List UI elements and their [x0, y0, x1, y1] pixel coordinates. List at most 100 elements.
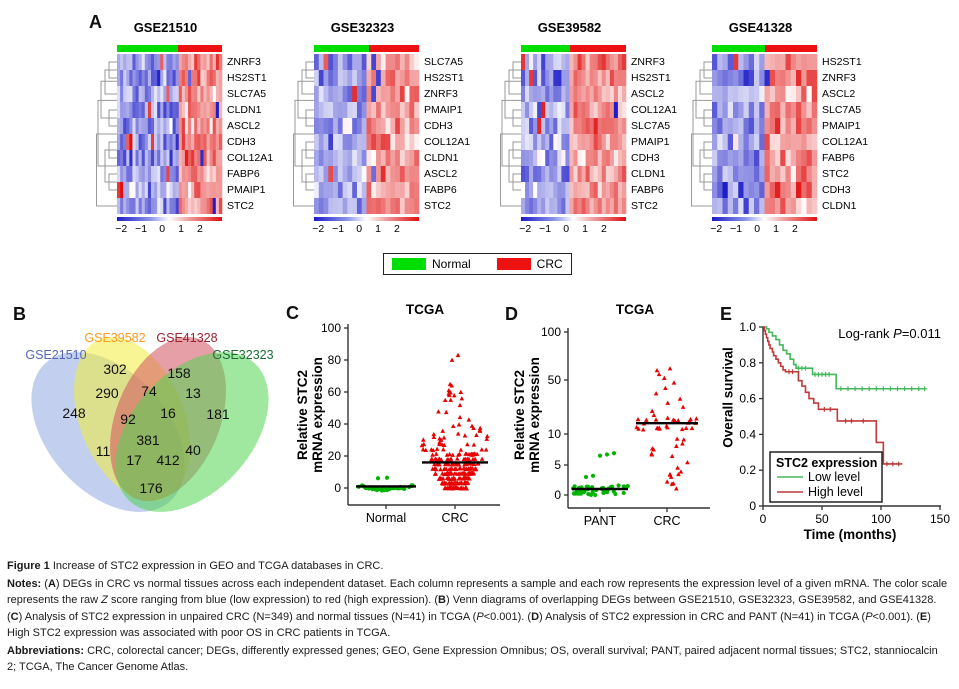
- heatmap-cell: [328, 70, 334, 86]
- heatmap-cell: [172, 134, 176, 150]
- heatmap-cell: [533, 54, 538, 70]
- y-tick-label: 0.4: [739, 427, 756, 441]
- heatmap-cell: [769, 198, 776, 214]
- heatmap-cell: [188, 70, 192, 86]
- heatmap-cell: [525, 70, 530, 86]
- heatmap-cell: [129, 54, 133, 70]
- data-point-triangle: [653, 391, 659, 396]
- heatmap-cell: [380, 86, 386, 102]
- heatmap-cell: [549, 70, 554, 86]
- heatmap-cell: [371, 134, 377, 150]
- heatmap-cell: [801, 102, 807, 118]
- heatmap-cell: [169, 134, 173, 150]
- heatmap-cell: [347, 150, 353, 166]
- heatmap-cell: [123, 150, 127, 166]
- heatmap-cell: [314, 118, 320, 134]
- data-point-triangle: [453, 485, 459, 490]
- heatmap-cell: [117, 182, 121, 198]
- heatmap-cell: [150, 70, 155, 86]
- heatmap-cell: [172, 54, 176, 70]
- heatmap-cell: [333, 182, 339, 198]
- heatmap-cell: [404, 198, 410, 214]
- heatmap-body-GSE32323: [314, 54, 420, 214]
- heatmap-cell: [117, 134, 121, 150]
- heatmap-cell: [811, 150, 818, 166]
- heatmap-cell: [601, 54, 607, 70]
- panel-c-title: TCGA: [405, 302, 445, 317]
- data-point-triangle: [676, 471, 681, 477]
- data-point-triangle: [483, 447, 489, 452]
- heatmap-cell: [553, 118, 558, 134]
- data-point-circle: [621, 490, 626, 496]
- heatmap-cell: [585, 198, 590, 214]
- heatmap-cell: [135, 134, 139, 150]
- scale-tick-label: −2: [519, 223, 532, 235]
- gene-label: SLC7A5: [424, 56, 464, 68]
- scale-tick-label: 1: [375, 223, 381, 235]
- heatmap-cell: [376, 118, 382, 134]
- heatmap-cell: [163, 102, 167, 118]
- heatmap-cell: [342, 134, 348, 150]
- heatmap-cell: [385, 86, 391, 102]
- heatmap-cell: [733, 134, 739, 150]
- heatmap-cell: [126, 198, 130, 214]
- heatmap-cell: [565, 150, 570, 166]
- data-point-circle: [583, 474, 589, 480]
- heatmap-cell: [617, 86, 623, 102]
- heatmap-cell: [780, 134, 786, 150]
- heatmap-cell: [181, 150, 186, 166]
- heatmap-cell: [212, 182, 217, 198]
- data-point-triangle: [672, 418, 678, 423]
- gene-labels-GSE32323: SLC7A5 HS2ST1 ZNRF3 PMAIP1 CDH3 COL12A1 CLDN1 A…: [424, 54, 470, 214]
- heatmap-cell: [621, 86, 627, 102]
- y-tick-label: 40: [328, 417, 342, 431]
- heatmap-cell: [521, 150, 526, 166]
- heatmap-cell: [366, 182, 372, 198]
- dendrogram-branch: [301, 69, 314, 95]
- heatmap-cell: [337, 54, 343, 70]
- heatmap-cell: [314, 70, 320, 86]
- heatmap-cell: [318, 134, 324, 150]
- heatmap-cell: [545, 86, 550, 102]
- heatmap-cell: [163, 198, 167, 214]
- heatmap-cell: [194, 70, 198, 86]
- heatmap-cell: [748, 166, 755, 182]
- dendrogram-branch: [297, 80, 314, 119]
- heatmap-cell: [385, 54, 391, 70]
- heatmap-cell: [717, 54, 723, 70]
- data-point-triangle: [674, 486, 679, 491]
- heatmap-cell: [337, 198, 343, 214]
- data-point-triangle: [446, 457, 451, 462]
- heatmap-cell: [366, 54, 372, 70]
- heatmap-cell: [181, 86, 186, 102]
- venn-region-count: 17: [126, 452, 142, 468]
- heatmap-cell: [764, 150, 771, 166]
- heatmap-cell: [395, 70, 401, 86]
- heatmap-cell: [565, 86, 570, 102]
- data-point-triangle: [680, 404, 686, 409]
- data-point-triangle: [451, 423, 456, 429]
- heatmap-cell: [605, 166, 611, 182]
- heatmap-cell: [144, 118, 149, 134]
- crc-legend-label: CRC: [536, 257, 563, 271]
- dendrogram-branch: [504, 80, 521, 119]
- heatmap-cell: [117, 150, 121, 166]
- heatmap-cell: [366, 70, 372, 86]
- data-point-triangle: [450, 475, 456, 481]
- heatmap-cell: [333, 86, 339, 102]
- heatmap-cell: [414, 70, 420, 86]
- heatmap-cell: [738, 150, 744, 166]
- heatmap-cell: [557, 182, 562, 198]
- venn-ellipse-GSE32323: [115, 352, 269, 512]
- heatmap-cell: [537, 150, 542, 166]
- heatmap-cell: [717, 86, 723, 102]
- scale-tick-label: 1: [773, 223, 779, 235]
- heatmap-cell: [138, 102, 143, 118]
- zscore-scale-ticks: −2 −1 0 1 2: [115, 223, 222, 237]
- heatmap-cell: [621, 54, 627, 70]
- heatmap-cell: [123, 86, 127, 102]
- heatmap-cell: [361, 70, 367, 86]
- heatmap-cell: [748, 102, 755, 118]
- heatmap-cell: [200, 54, 204, 70]
- heatmap-cell: [601, 198, 607, 214]
